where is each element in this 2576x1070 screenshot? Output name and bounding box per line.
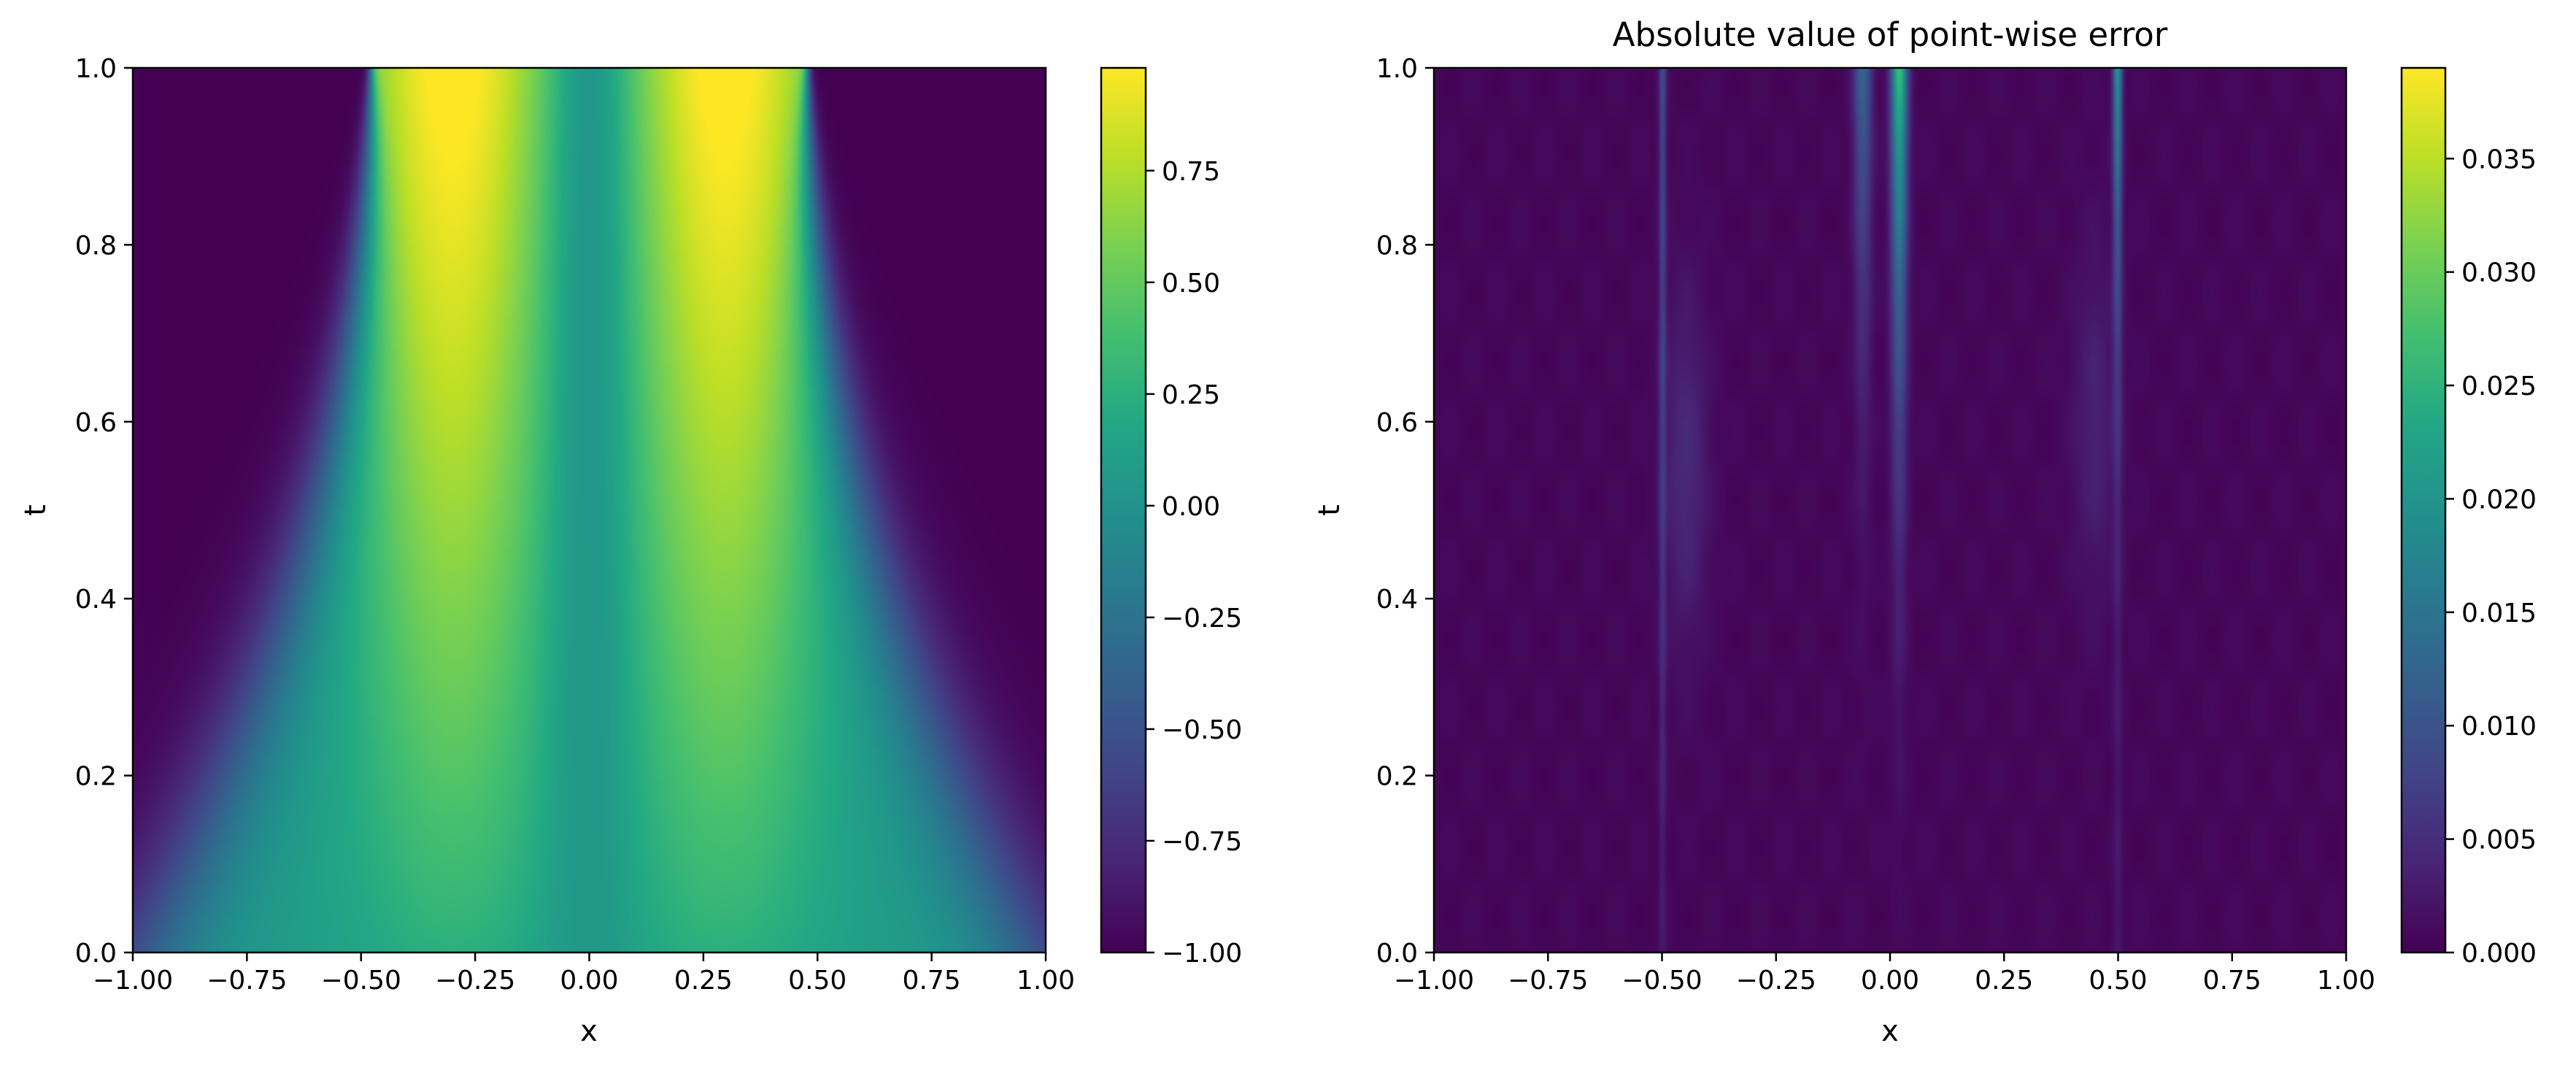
x-tick-label: 0.00 xyxy=(1861,966,1919,996)
x-tick-label: 0.50 xyxy=(2089,966,2147,996)
y-tick-label: 0.2 xyxy=(1376,762,1418,792)
x-tick-label: −1.00 xyxy=(93,966,173,996)
y-tick-label: 0.0 xyxy=(1376,939,1418,969)
x-tick-label: 0.75 xyxy=(903,966,961,996)
x-tick-label: 0.25 xyxy=(674,966,733,996)
y-tick-label: 1.0 xyxy=(75,54,117,84)
left-x-axis-label: x xyxy=(580,1015,598,1048)
y-tick-label: 0.6 xyxy=(75,408,117,438)
right-colorbar-ticks: 0.000 0.005 0.010 0.015 0.020 0.025 0.030 0.035 xyxy=(2445,145,2537,969)
left-y-axis-label: t xyxy=(19,504,53,516)
x-tick-label: 1.00 xyxy=(2317,966,2375,996)
colorbar-tick-label: 0.025 xyxy=(2461,372,2537,401)
left-colorbar xyxy=(1100,66,1147,954)
x-tick-label: 0.25 xyxy=(1975,966,2033,996)
colorbar-tick-label: 0.25 xyxy=(1162,380,1220,410)
x-tick-label: −1.00 xyxy=(1394,966,1474,996)
colorbar-tick-label: −0.50 xyxy=(1162,715,1242,745)
colorbar-tick-label: 0.00 xyxy=(1162,492,1220,522)
x-tick-label: −0.75 xyxy=(207,966,287,996)
y-tick-label: 0.4 xyxy=(1376,585,1418,615)
x-tick-label: −0.25 xyxy=(435,966,515,996)
right-chart-title: Absolute value of point-wise error xyxy=(1613,15,2168,54)
x-tick-label: 0.75 xyxy=(2203,966,2261,996)
colorbar-tick-label: 0.000 xyxy=(2461,939,2537,969)
right-y-ticks: 0.0 0.2 0.4 0.6 0.8 1.0 xyxy=(1376,54,1434,969)
colorbar-tick-label: 0.75 xyxy=(1162,157,1220,187)
colorbar-tick-label: −1.00 xyxy=(1162,939,1242,969)
colorbar-tick-label: −0.25 xyxy=(1162,604,1242,634)
colorbar-tick-label: −0.75 xyxy=(1162,827,1242,857)
colorbar-tick-label: 0.020 xyxy=(2461,485,2537,515)
colorbar-tick-label: 0.005 xyxy=(2461,825,2537,855)
right-heatmap-image xyxy=(1434,68,2346,952)
left-y-ticks: 0.0 0.2 0.4 0.6 0.8 1.0 xyxy=(75,54,133,969)
y-tick-label: 0.4 xyxy=(75,585,117,615)
x-tick-label: 0.00 xyxy=(560,966,618,996)
y-tick-label: 0.8 xyxy=(75,231,117,261)
y-tick-label: 0.6 xyxy=(1376,408,1418,438)
colorbar-tick-label: 0.035 xyxy=(2461,145,2537,174)
y-tick-label: 0.2 xyxy=(75,762,117,792)
x-tick-label: −0.50 xyxy=(321,966,401,996)
left-panel: −1.00 −0.75 −0.50 −0.25 0.00 0.25 0.50 0.75 1.00… xyxy=(19,54,1242,1048)
x-tick-label: 1.00 xyxy=(1017,966,1075,996)
y-tick-label: 1.0 xyxy=(1376,54,1418,84)
colorbar-tick-label: 0.015 xyxy=(2461,598,2537,628)
x-tick-label: −0.50 xyxy=(1621,966,1702,996)
right-x-ticks: −1.00 −0.75 −0.50 −0.25 0.00 0.25 0.50 0.75 1.00 xyxy=(1394,952,2375,996)
y-tick-label: 0.0 xyxy=(75,939,117,969)
left-x-ticks: −1.00 −0.75 −0.50 −0.25 0.00 0.25 0.50 0.75 1.00 xyxy=(93,952,1075,996)
right-x-axis-label: x xyxy=(1881,1015,1899,1048)
x-tick-label: −0.75 xyxy=(1508,966,1588,996)
left-heatmap-image xyxy=(133,68,1046,952)
left-colorbar-ticks: −1.00 −0.75 −0.50 −0.25 0.00 0.25 0.50 0.75 xyxy=(1146,157,1242,969)
right-panel: Absolute value of point-wise error −1.00… xyxy=(1313,15,2537,1048)
x-tick-label: 0.50 xyxy=(788,966,847,996)
colorbar-tick-label: 0.030 xyxy=(2461,258,2537,288)
colorbar-tick-label: 0.50 xyxy=(1162,269,1220,299)
y-tick-label: 0.8 xyxy=(1376,231,1418,261)
colorbar-tick-label: 0.010 xyxy=(2461,712,2537,742)
x-tick-label: −0.25 xyxy=(1736,966,1816,996)
right-y-axis-label: t xyxy=(1313,504,1346,516)
right-colorbar xyxy=(2400,66,2447,954)
